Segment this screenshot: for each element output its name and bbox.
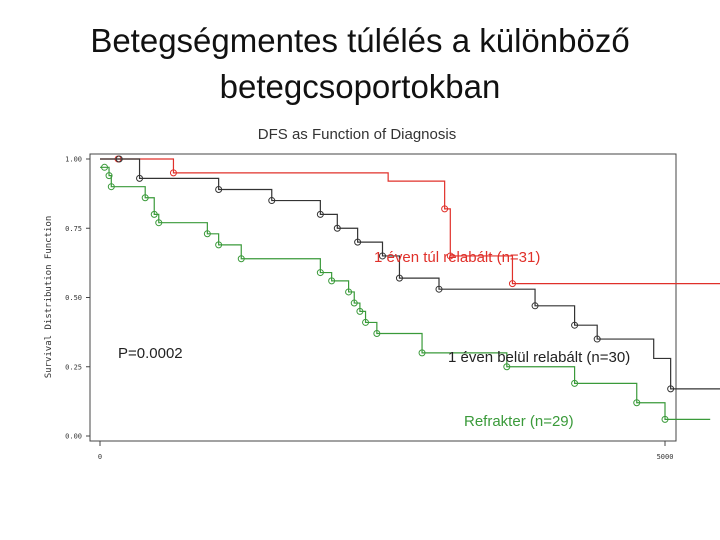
slide-title: Betegségmentes túlélés a különböző beteg…	[0, 18, 720, 110]
censor-marker	[418, 349, 426, 357]
censor-marker	[395, 274, 403, 282]
censor-marker	[215, 185, 223, 193]
censor-marker	[593, 335, 601, 343]
censor-marker	[107, 183, 115, 191]
y-tick-label: 0.00	[65, 433, 82, 441]
censor-marker	[105, 172, 113, 180]
censor-marker	[356, 307, 364, 315]
censor-marker	[333, 224, 341, 232]
y-tick-label: 0.50	[65, 294, 82, 302]
plot-frame	[89, 153, 677, 442]
survival-step-line	[100, 158, 720, 390]
censor-marker	[373, 330, 381, 338]
series-late-relapse	[100, 155, 720, 288]
censor-marker	[446, 252, 454, 260]
p-value-annotation: P=0.0002	[118, 345, 183, 362]
censor-marker	[571, 321, 579, 329]
censor-marker	[203, 230, 211, 238]
censor-marker	[150, 210, 158, 218]
legend-label-red: 1 éven túl relabált (n=31)	[374, 249, 540, 266]
censor-marker	[237, 255, 245, 263]
censor-marker	[503, 363, 511, 371]
censor-marker	[268, 197, 276, 205]
censor-marker	[316, 210, 324, 218]
censor-marker	[141, 194, 149, 202]
censor-marker	[169, 169, 177, 177]
series-refractory	[100, 163, 711, 423]
censor-marker	[155, 219, 163, 227]
slide-title-line-1: Betegségmentes túlélés a különböző	[90, 22, 630, 59]
legend-label-green: Refrakter (n=29)	[464, 413, 574, 430]
censor-marker	[362, 318, 370, 326]
series-early-relapse	[100, 155, 720, 393]
y-tick-label: 0.25	[65, 363, 82, 371]
survival-step-line	[100, 158, 720, 285]
x-tick-label: 0	[98, 453, 102, 461]
censor-marker	[441, 205, 449, 213]
censor-marker	[571, 379, 579, 387]
censor-marker	[101, 163, 109, 171]
censor-marker	[350, 299, 358, 307]
censor-marker	[435, 285, 443, 293]
censor-marker	[215, 241, 223, 249]
chart-title: DFS as Function of Diagnosis	[258, 126, 456, 143]
censor-marker	[667, 385, 675, 393]
censor-marker	[316, 269, 324, 277]
legend-label-black: 1 éven belül relabált (n=30)	[448, 349, 630, 366]
y-axis-label: Survival Distribution Function	[44, 216, 54, 379]
tick-layer: 0.00 0.25 0.50 0.75 1.00 0 5000	[65, 156, 673, 462]
y-tick-label: 0.75	[65, 225, 82, 233]
censor-marker	[379, 252, 386, 260]
censor-marker	[115, 155, 123, 163]
slide-title-line-2: betegcsoportokban	[219, 68, 501, 105]
y-tick-label: 1.00	[65, 156, 82, 164]
censor-marker	[345, 288, 353, 296]
series-layer	[100, 155, 720, 423]
x-tick-label: 5000	[657, 453, 674, 461]
censor-marker	[661, 415, 669, 423]
censor-marker	[508, 280, 516, 288]
censor-marker	[633, 399, 641, 407]
censor-marker	[328, 277, 336, 285]
survival-step-line	[100, 166, 711, 420]
censor-marker	[136, 174, 144, 182]
censor-marker	[531, 302, 539, 310]
censor-marker	[354, 238, 362, 246]
